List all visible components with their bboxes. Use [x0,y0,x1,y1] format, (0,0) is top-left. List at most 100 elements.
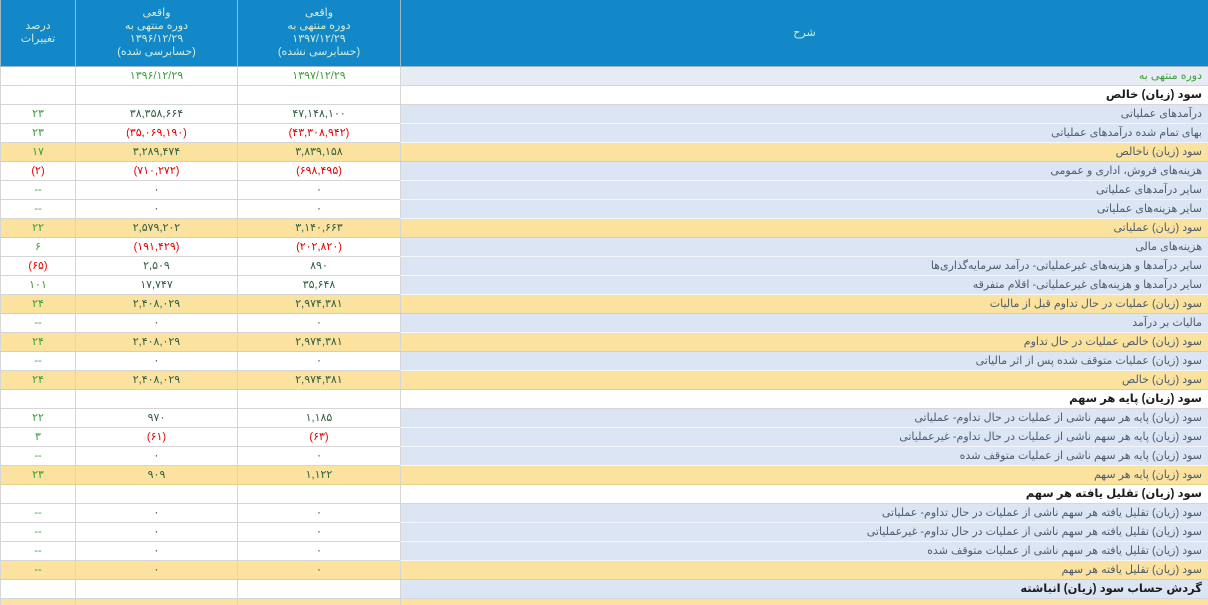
row-percent-change: ۲۴ [0,371,75,390]
row-percent-change: -- [0,523,75,542]
row-value-1396: ۰ [75,352,237,371]
row-description: سود (زیان) پایه هر سهم ناشی از عملیات در… [400,409,1208,428]
row-value-1396: ۰ [75,542,237,561]
income-statement-table: شرح واقعی دوره منتهی به ۱۳۹۷/۱۲/۲۹ (حساب… [0,0,1208,605]
row-value-1396: ۲,۴۰۸,۰۲۹ [75,371,237,390]
header-percent-line1: درصد [4,20,70,33]
row-value-1397 [237,485,400,504]
row-value-1396: (۱۹۱,۴۲۹) [75,238,237,257]
row-value-1397: ۱۳۹۷/۱۲/۲۹ [237,67,400,86]
table-row: گردش حساب سود (زیان) انباشته [0,580,1208,599]
row-description: سایر درآمدها و هزینه‌های غیرعملیاتی- اقل… [400,276,1208,295]
row-value-1397: (۶۹۸,۴۹۵) [237,162,400,181]
row-value-1396 [75,390,237,409]
row-percent-change: ۲۴ [0,333,75,352]
row-value-1396: ۱۳۹۶/۱۲/۲۹ [75,67,237,86]
row-value-1397: ۸۹۰ [237,257,400,276]
row-description: هزینه‌های فروش، اداری و عمومی [400,162,1208,181]
table-row [0,599,1208,605]
row-description: سود (زیان) تقلیل یافته هر سهم ناشی از عم… [400,523,1208,542]
row-description: سود (زیان) پایه هر سهم [400,390,1208,409]
row-value-1397: ۰ [237,542,400,561]
header-1397-audit-status: (حسابرسی نشده) [241,46,395,59]
table-row: سود (زیان) عملیاتی ۳,۱۴۰,۶۶۳ ۲,۵۷۹,۲۰۲ ۲… [0,219,1208,238]
row-value-1396: ۱۷,۷۴۷ [75,276,237,295]
row-percent-change: ۶ [0,238,75,257]
table-row: بهای تمام شده درآمدهای عملیاتی (۴۳,۳۰۸,۹… [0,124,1208,143]
row-percent-change [0,67,75,86]
row-percent-change: -- [0,352,75,371]
row-value-1396: ۰ [75,523,237,542]
row-value-1397: ۱,۱۸۵ [237,409,400,428]
header-1397-actual: واقعی [241,7,395,20]
row-value-1396 [75,599,237,605]
table-row: سود (زیان) تقلیل یافته هر سهم ناشی از عم… [0,523,1208,542]
row-percent-change: (۶۵) [0,257,75,276]
row-description: سود (زیان) پایه هر سهم [400,466,1208,485]
header-percent-change: درصد تغییرات [0,0,75,67]
row-value-1397: ۰ [237,314,400,333]
table-row: سود (زیان) پایه هر سهم ناشی از عملیات در… [0,409,1208,428]
table-row: سود (زیان) پایه هر سهم [0,390,1208,409]
row-value-1397: ۲,۹۷۴,۳۸۱ [237,371,400,390]
row-percent-change: ۲۲ [0,219,75,238]
row-percent-change: ۱۰۱ [0,276,75,295]
table-row: سود (زیان) خالص [0,86,1208,105]
row-description: سایر درآمدها و هزینه‌های غیرعملیاتی- درآ… [400,257,1208,276]
row-value-1396: ۰ [75,200,237,219]
row-value-1396: ۲,۴۰۸,۰۲۹ [75,333,237,352]
header-period-1397: واقعی دوره منتهی به ۱۳۹۷/۱۲/۲۹ (حسابرسی … [237,0,400,67]
header-1396-period: دوره منتهی به [79,20,232,33]
header-percent-line2: تغییرات [4,33,70,46]
row-percent-change: -- [0,200,75,219]
row-percent-change: ۲۲ [0,409,75,428]
row-value-1397: ۲,۹۷۴,۳۸۱ [237,295,400,314]
table-row: سود (زیان) عملیات متوقف شده پس از اثر ما… [0,352,1208,371]
table-row: سود (زیان) پایه هر سهم ۱,۱۲۲ ۹۰۹ ۲۳ [0,466,1208,485]
row-description: سود (زیان) عملیاتی [400,219,1208,238]
row-value-1397: ۳۵,۶۴۸ [237,276,400,295]
row-value-1397: ۰ [237,561,400,580]
table-row: سایر درآمدهای عملیاتی ۰ ۰ -- [0,181,1208,200]
row-value-1397: ۴۷,۱۴۸,۱۰۰ [237,105,400,124]
row-value-1397: ۰ [237,200,400,219]
row-percent-change: (۲) [0,162,75,181]
row-percent-change: -- [0,314,75,333]
row-value-1396: (۳۵,۰۶۹,۱۹۰) [75,124,237,143]
row-value-1397: ۳,۱۴۰,۶۶۳ [237,219,400,238]
row-description: درآمدهای عملیاتی [400,105,1208,124]
row-value-1396: (۷۱۰,۲۷۲) [75,162,237,181]
row-description: سود (زیان) خالص [400,86,1208,105]
table-row: سایر هزینه‌های عملیاتی ۰ ۰ -- [0,200,1208,219]
table-row: مالیات بر درآمد ۰ ۰ -- [0,314,1208,333]
row-description: سایر درآمدهای عملیاتی [400,181,1208,200]
income-statement-page: { "colors": { "header_bg": "#1288c9", "h… [0,0,1208,601]
row-description: بهای تمام شده درآمدهای عملیاتی [400,124,1208,143]
table-row: سود (زیان) خالص ۲,۹۷۴,۳۸۱ ۲,۴۰۸,۰۲۹ ۲۴ [0,371,1208,390]
table-header: شرح واقعی دوره منتهی به ۱۳۹۷/۱۲/۲۹ (حساب… [0,0,1208,67]
table-row: دوره منتهی به ۱۳۹۷/۱۲/۲۹ ۱۳۹۶/۱۲/۲۹ [0,67,1208,86]
row-value-1397 [237,580,400,599]
row-value-1397: ۰ [237,447,400,466]
row-value-1396 [75,86,237,105]
row-value-1397: ۰ [237,352,400,371]
row-percent-change: -- [0,447,75,466]
table-row: سود (زیان) پایه هر سهم ناشی از عملیات در… [0,428,1208,447]
header-period-1396: واقعی دوره منتهی به ۱۳۹۶/۱۲/۲۹ (حسابرسی … [75,0,237,67]
row-percent-change: -- [0,504,75,523]
row-value-1397: (۶۳) [237,428,400,447]
row-percent-change [0,485,75,504]
row-value-1396: ۹۷۰ [75,409,237,428]
table-row: سود (زیان) تقلیل یافته هر سهم ناشی از عم… [0,542,1208,561]
row-description: سود (زیان) تقلیل یافته هر سهم ناشی از عم… [400,504,1208,523]
row-value-1397: (۴۳,۳۰۸,۹۴۲) [237,124,400,143]
row-percent-change: ۲۳ [0,105,75,124]
row-value-1396: ۲,۵۰۹ [75,257,237,276]
table-row: سایر درآمدها و هزینه‌های غیرعملیاتی- اقل… [0,276,1208,295]
table-row: سود (زیان) خالص عملیات در حال تداوم ۲,۹۷… [0,333,1208,352]
row-value-1396: ۳,۲۸۹,۴۷۴ [75,143,237,162]
row-value-1397: ۱,۱۲۲ [237,466,400,485]
row-percent-change: ۲۴ [0,295,75,314]
row-description: سود (زیان) تقلیل یافته هر سهم [400,561,1208,580]
row-value-1396: ۲,۴۰۸,۰۲۹ [75,295,237,314]
